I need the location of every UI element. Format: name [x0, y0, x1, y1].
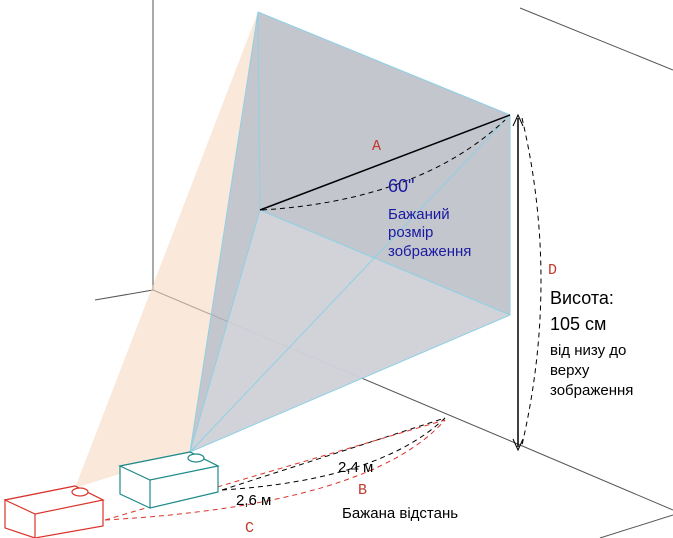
height-note: зображення — [550, 382, 633, 399]
dashed-arc-a — [261, 119, 506, 211]
distance-far: 2,6 м — [236, 492, 271, 509]
red-projector — [3, 485, 105, 538]
screen-size: 60" — [388, 176, 414, 196]
height-note: від низу до — [550, 342, 626, 359]
projection-floor — [190, 210, 510, 452]
label-c: C — [245, 520, 254, 537]
dashed-arc-d — [521, 117, 542, 446]
height-value: 105 см — [550, 314, 606, 334]
distance-caption: Бажана відстань — [342, 505, 458, 522]
height-title: Висота: — [550, 288, 614, 308]
label-d: D — [548, 262, 557, 279]
distance-near: 2,4 м — [338, 459, 373, 476]
beam-lines — [189, 11, 511, 453]
dashed-arc-near2 — [221, 417, 446, 491]
dashed-arc-near — [221, 417, 446, 491]
label-a: A — [372, 138, 381, 155]
height-note: верху — [550, 362, 590, 379]
height-arrow-heads — [512, 113, 524, 452]
diagonal-a — [259, 114, 511, 211]
dashed-arc-far2 — [104, 419, 446, 521]
teal-projector — [118, 451, 220, 509]
orange-beam — [75, 12, 258, 488]
screen-caption: зображення — [388, 243, 471, 260]
screen-caption: розмір — [388, 224, 433, 241]
screen-caption: Бажаний — [388, 206, 450, 223]
label-b: B — [358, 482, 367, 499]
